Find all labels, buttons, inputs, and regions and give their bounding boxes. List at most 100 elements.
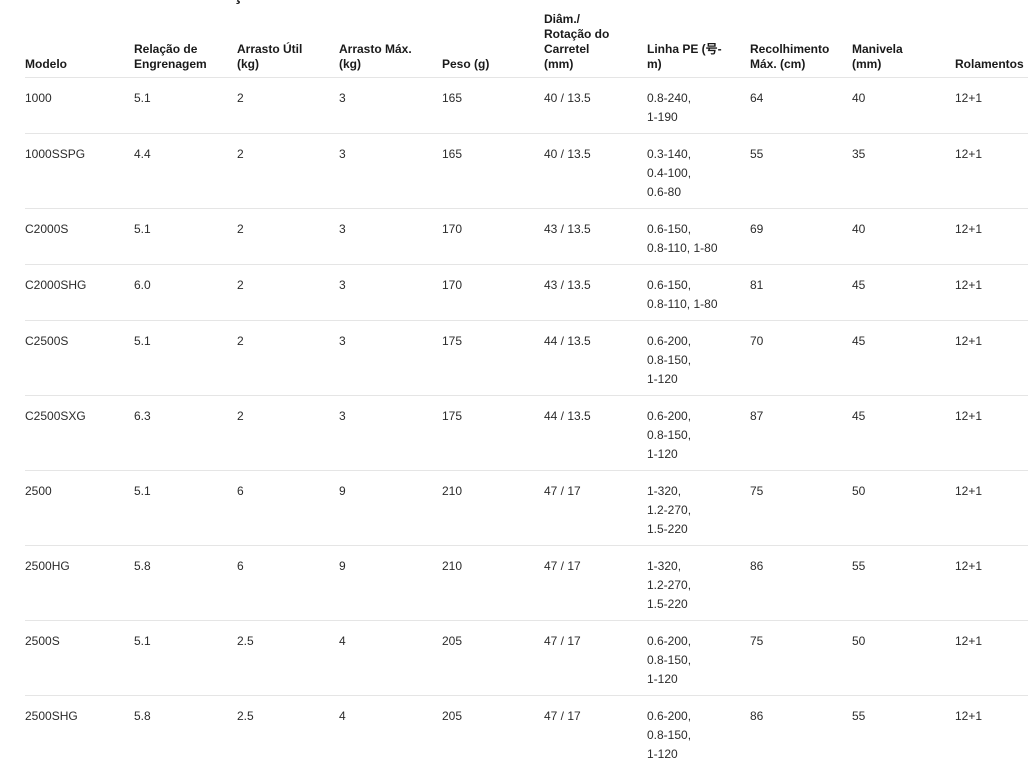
column-header-weight: Peso (g) [442,57,544,72]
column-header-line: (mm) [852,57,882,71]
cell-handle: 50 [852,634,866,648]
cell-bearings: 12+1 [955,484,983,498]
column-header-line: Linha PE (号- [647,42,722,56]
table-row: 2500SHG 5.8 2.5 4 205 47 / 17 0.6-200, 0.8-150,… [25,696,1028,760]
cell-line: 0.6-200, [647,709,692,723]
cell-retrieve: 81 [750,278,764,292]
cell-useful_drag: 2.5 [237,709,254,723]
cell-spool: 43 / 13.5 [544,278,591,292]
cell-bearings: 12+1 [955,634,983,648]
table-row: 2500 5.1 6 9 210 47 / 17 1-320, 1.2-270, 1.5-220… [25,471,1028,546]
cell-useful_drag: 2 [237,334,244,348]
cell-bearings: 12+1 [955,709,983,723]
column-header-line: Diâm./ [544,12,581,26]
cell-model: 1000 [25,91,52,105]
table-row: C2500S 5.1 2 3 175 44 / 13.5 0.6-200, 0.8-150, 1… [25,321,1028,396]
column-header-line: (mm) [544,57,574,71]
cell-line: 0.6-150, [647,222,692,236]
cell-useful_drag: 2 [237,91,244,105]
cell-weight: 205 [442,709,463,723]
cell-bearings: 12+1 [955,91,983,105]
cell-line: 1.2-270, [647,578,692,592]
cell-retrieve: 75 [750,634,764,648]
cell-model: 1000SSPG [25,147,86,161]
cell-useful_drag: 2 [237,278,244,292]
cell-retrieve: 86 [750,559,764,573]
cell-line: 0.6-200, [647,409,692,423]
cell-max_drag: 3 [339,222,346,236]
column-header-line: Máx. (cm) [750,57,806,71]
table-row: C2000SHG 6.0 2 3 170 43 / 13.5 0.6-150, 0.8-110… [25,265,1028,321]
column-header-bearings: Rolamentos [955,57,1028,72]
cell-bearings: 12+1 [955,334,983,348]
cell-spool: 44 / 13.5 [544,409,591,423]
cell-gear_ratio: 5.8 [134,709,151,723]
cell-pe_line: 0.8-240, 1-190 [647,89,750,127]
cell-weight: 175 [442,409,463,423]
cell-pe_line: 0.6-200, 0.8-150, 1-120 [647,632,750,689]
cell-line: 1-120 [647,372,678,386]
cell-max_drag: 3 [339,409,346,423]
cell-line: 0.8-150, [647,353,692,367]
table-header-row: Modelo Relação de Engrenagem Arrasto Útil (k… [25,0,1028,78]
cell-retrieve: 70 [750,334,764,348]
cell-line: 0.3-140, [647,147,692,161]
cell-spool: 44 / 13.5 [544,334,591,348]
cell-handle: 35 [852,147,866,161]
cell-weight: 170 [442,222,463,236]
cell-line: 1.5-220 [647,597,688,611]
cell-spool: 47 / 17 [544,559,581,573]
cell-handle: 45 [852,409,866,423]
column-header-useful_drag: Arrasto Útil (kg) [237,42,339,72]
cell-retrieve: 69 [750,222,764,236]
cell-useful_drag: 6 [237,484,244,498]
cell-weight: 210 [442,559,463,573]
cell-retrieve: 75 [750,484,764,498]
column-header-line: Engrenagem [134,57,207,71]
cell-max_drag: 4 [339,634,346,648]
column-header-line: Manivela [852,42,903,56]
column-header-line: (kg) [339,57,361,71]
cell-line: 0.6-200, [647,334,692,348]
cell-weight: 210 [442,484,463,498]
cell-spool: 40 / 13.5 [544,91,591,105]
cell-pe_line: 0.6-150, 0.8-110, 1-80 [647,276,750,314]
cell-line: 1-320, [647,559,682,573]
column-header-line: Arrasto Útil [237,42,303,56]
cell-line: 0.6-200, [647,634,692,648]
cell-line: 1-120 [647,672,678,686]
cell-gear_ratio: 5.1 [134,222,151,236]
cell-max_drag: 3 [339,334,346,348]
column-header-line: Carretel [544,42,590,56]
cell-line: 0.8-150, [647,428,692,442]
column-header-handle: Manivela (mm) [852,42,955,72]
cell-spool: 47 / 17 [544,484,581,498]
cell-model: 2500SHG [25,709,78,723]
cell-line: 0.8-240, [647,91,692,105]
cell-model: C2000SHG [25,278,87,292]
column-header-line: Recolhimento [750,42,830,56]
column-header-line: Rotação do [544,27,610,41]
column-header-spool: Diâm./Rotação do Carretel (mm) [544,12,647,72]
cell-retrieve: 87 [750,409,764,423]
cell-retrieve: 55 [750,147,764,161]
column-header-max_drag: Arrasto Máx. (kg) [339,42,442,72]
cell-line: 1-120 [647,447,678,461]
table-row: 2500S 5.1 2.5 4 205 47 / 17 0.6-200, 0.8-150, 1-… [25,621,1028,696]
cell-weight: 175 [442,334,463,348]
cell-pe_line: 0.6-150, 0.8-110, 1-80 [647,220,750,258]
cell-line: 1-320, [647,484,682,498]
cell-pe_line: 0.6-200, 0.8-150, 1-120 [647,332,750,389]
cell-model: C2500SXG [25,409,86,423]
cell-weight: 165 [442,91,463,105]
cell-model: C2000S [25,222,69,236]
cell-line: 1.5-220 [647,522,688,536]
cell-gear_ratio: 5.1 [134,484,151,498]
cell-useful_drag: 6 [237,559,244,573]
cell-gear_ratio: 5.1 [134,91,151,105]
column-header-gear_ratio: Relação de Engrenagem [134,42,237,72]
column-header-line: (kg) [237,57,259,71]
cell-bearings: 12+1 [955,409,983,423]
cell-bearings: 12+1 [955,278,983,292]
spec-table: Modelo Relação de Engrenagem Arrasto Útil (k… [25,0,1028,760]
